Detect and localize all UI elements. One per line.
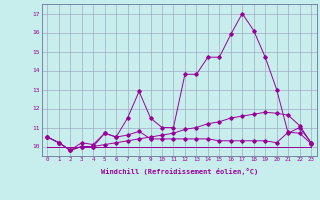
- X-axis label: Windchill (Refroidissement éolien,°C): Windchill (Refroidissement éolien,°C): [100, 168, 258, 175]
